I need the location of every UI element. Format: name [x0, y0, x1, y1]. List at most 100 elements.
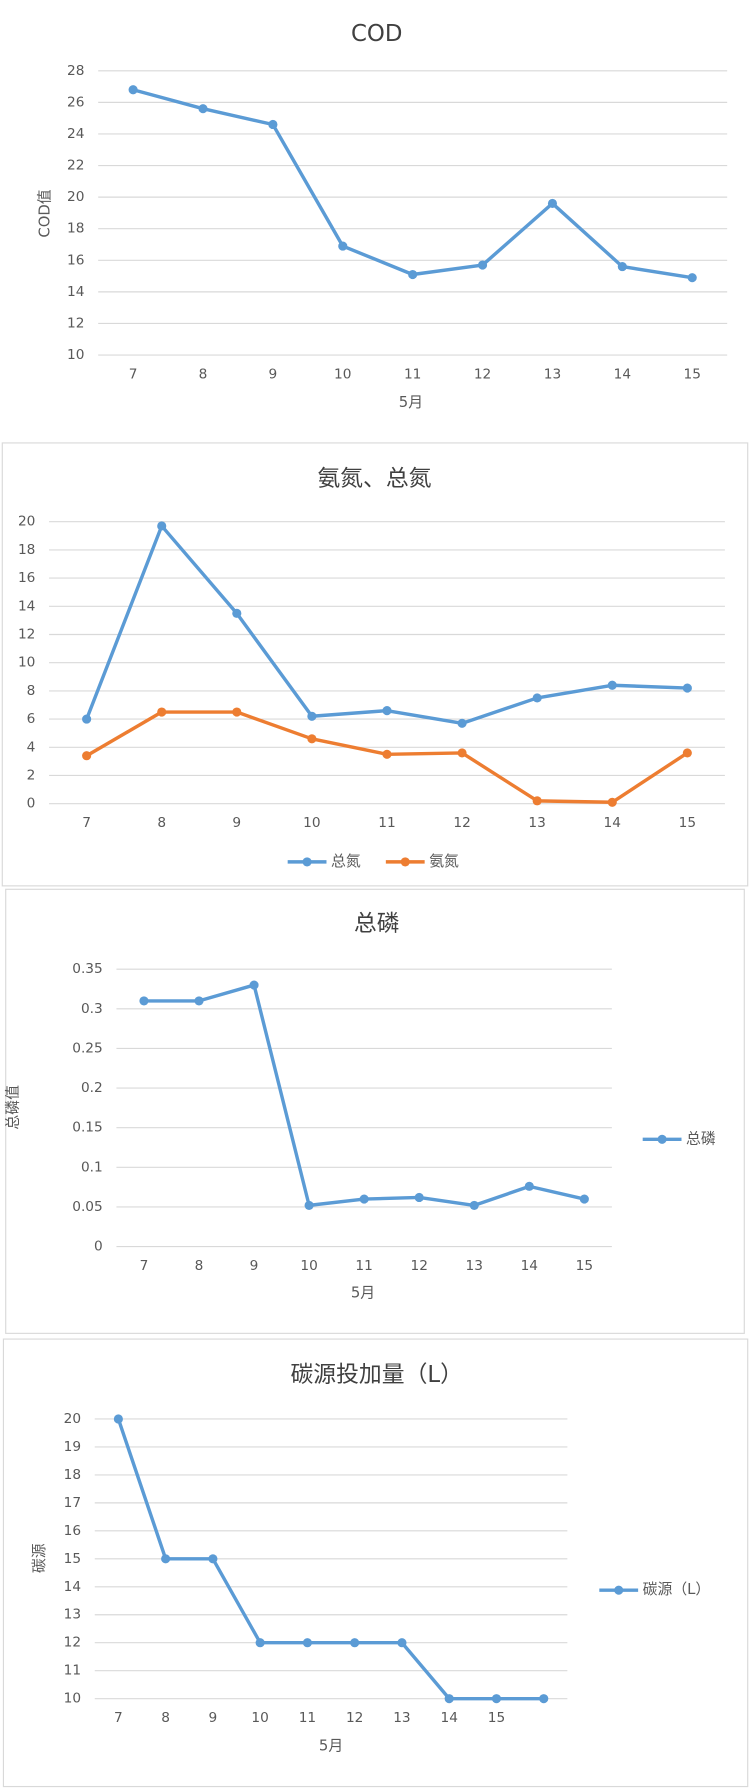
- legend-label: 总磷: [686, 1130, 716, 1147]
- y-tick-label: 15: [64, 1551, 81, 1567]
- data-point: [350, 1638, 360, 1648]
- data-point: [457, 748, 467, 758]
- x-tick-label: 12: [346, 1710, 363, 1726]
- data-point: [157, 707, 167, 717]
- x-tick-label: 10: [334, 366, 351, 382]
- x-tick-label: 13: [544, 366, 561, 382]
- y-tick-label: 8: [27, 683, 36, 699]
- data-point: [302, 1638, 312, 1648]
- data-point: [532, 796, 542, 806]
- legend-label: 总氮: [331, 853, 361, 870]
- y-tick-label: 12: [67, 315, 84, 331]
- x-tick-label: 14: [604, 815, 621, 831]
- x-axis-label: 5月: [399, 394, 423, 411]
- data-point: [208, 1554, 218, 1564]
- y-tick-label: 0.25: [72, 1040, 102, 1056]
- data-point: [232, 707, 242, 717]
- data-point: [382, 749, 392, 759]
- y-tick-label: 0.05: [72, 1199, 102, 1215]
- x-axis-label: 5月: [351, 1284, 375, 1301]
- y-tick-label: 18: [18, 542, 35, 558]
- x-tick-label: 8: [157, 815, 166, 831]
- x-tick-label: 7: [129, 366, 138, 382]
- y-tick-label: 0: [94, 1239, 103, 1255]
- x-tick-label: 11: [378, 815, 395, 831]
- data-point: [268, 119, 278, 130]
- x-tick-label: 9: [232, 815, 241, 831]
- y-tick-label: 19: [64, 1439, 81, 1455]
- data-point: [139, 996, 149, 1006]
- y-tick-label: 16: [67, 252, 84, 268]
- panel-border: [1, 442, 749, 887]
- data-point: [408, 269, 418, 280]
- data-point: [579, 1194, 589, 1204]
- data-point: [307, 734, 317, 744]
- y-tick-label: 10: [64, 1691, 81, 1707]
- x-tick-label: 11: [404, 366, 421, 382]
- legend-marker: [302, 857, 312, 867]
- y-tick-label: 20: [18, 514, 35, 530]
- x-tick-label: 10: [251, 1710, 268, 1726]
- data-point: [397, 1638, 407, 1648]
- data-point: [338, 241, 348, 251]
- x-tick-label: 9: [250, 1258, 259, 1274]
- y-tick-label: 6: [27, 711, 36, 727]
- x-tick-label: 8: [199, 366, 208, 382]
- x-tick-label: 12: [410, 1258, 427, 1274]
- chart-title: 氨氮、总氮: [317, 466, 431, 492]
- data-point: [414, 1192, 424, 1203]
- x-tick-label: 9: [269, 366, 278, 382]
- y-axis-label: 总磷值: [5, 1085, 22, 1130]
- data-point: [687, 273, 697, 283]
- legend-marker: [657, 1134, 667, 1144]
- y-tick-label: 0.2: [81, 1080, 103, 1096]
- data-point: [382, 706, 392, 716]
- x-tick-label: 7: [82, 815, 91, 831]
- chart-title: 总磷: [354, 911, 400, 937]
- x-tick-label: 13: [528, 815, 545, 831]
- data-point: [491, 1694, 502, 1704]
- y-tick-label: 14: [64, 1579, 81, 1595]
- y-tick-label: 0: [27, 796, 36, 812]
- y-tick-label: 10: [18, 655, 35, 671]
- panel-border: [5, 888, 745, 1334]
- y-axis-label: 碳源: [31, 1543, 48, 1573]
- y-tick-label: 18: [67, 221, 84, 237]
- x-tick-label: 15: [679, 815, 696, 831]
- y-tick-label: 12: [64, 1635, 81, 1651]
- x-tick-label: 8: [161, 1710, 170, 1726]
- x-tick-label: 7: [114, 1710, 123, 1726]
- y-tick-label: 22: [67, 158, 84, 174]
- data-point: [524, 1181, 534, 1191]
- x-tick-label: 11: [355, 1258, 372, 1274]
- data-point: [469, 1200, 479, 1210]
- data-point: [307, 711, 317, 721]
- legend-label: 氨氮: [429, 853, 459, 870]
- y-tick-label: 11: [64, 1663, 81, 1679]
- y-axis-label: COD值: [37, 189, 54, 237]
- data-point: [157, 521, 167, 531]
- x-tick-label: 15: [488, 1710, 505, 1726]
- data-point: [607, 797, 617, 807]
- y-tick-label: 10: [67, 347, 84, 363]
- y-tick-label: 16: [64, 1523, 81, 1539]
- x-tick-label: 13: [393, 1710, 410, 1726]
- data-point: [161, 1554, 171, 1564]
- chart-title: COD: [351, 21, 403, 47]
- data-point: [82, 714, 92, 724]
- y-tick-label: 0.35: [72, 961, 102, 977]
- y-tick-label: 24: [67, 126, 84, 142]
- data-point: [444, 1694, 454, 1704]
- data-point: [682, 683, 692, 693]
- y-tick-label: 12: [18, 626, 35, 642]
- y-tick-label: 28: [67, 63, 84, 79]
- data-point: [359, 1194, 369, 1204]
- chart-title: 碳源投加量（L）: [290, 1362, 463, 1388]
- x-tick-label: 7: [140, 1258, 149, 1274]
- y-tick-label: 0.1: [81, 1159, 103, 1175]
- x-tick-label: 14: [614, 366, 631, 382]
- x-tick-label: 8: [195, 1258, 204, 1274]
- legend-marker: [614, 1585, 624, 1595]
